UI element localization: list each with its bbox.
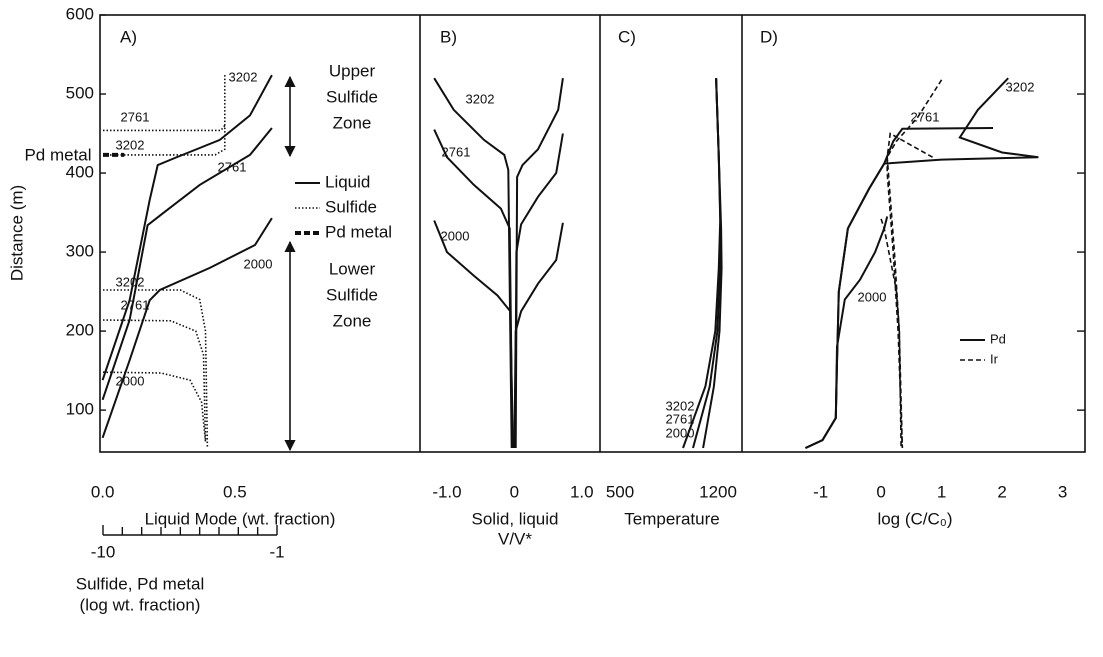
- curve-label: 2000: [116, 373, 145, 388]
- plot-frame: [99, 14, 1086, 453]
- zone-label: Lower: [329, 259, 376, 278]
- legend-label: Pd: [990, 331, 1006, 346]
- curve-label: 3202: [1006, 79, 1035, 94]
- curve: [886, 79, 943, 449]
- curve: [103, 125, 226, 132]
- x2-axis-label: (log wt. fraction): [80, 595, 201, 614]
- panel-label: C): [618, 27, 636, 46]
- curve-label: 2000: [441, 228, 470, 243]
- x-axis-label: log (C/C₀): [877, 509, 952, 528]
- zone-label: Zone: [333, 311, 372, 330]
- curve-label: 2761: [911, 109, 940, 124]
- curve-label: Pd metal: [24, 145, 91, 164]
- x-tick-label: 1: [937, 482, 946, 501]
- curve: [102, 371, 207, 442]
- curve: [886, 132, 933, 449]
- curve-label: 2761: [121, 109, 150, 124]
- x-axis-label: Solid, liquid: [472, 509, 559, 528]
- legend-label: Liquid: [325, 172, 370, 191]
- curve-label: 2000: [244, 256, 273, 271]
- panel-label: B): [440, 27, 457, 46]
- curve: [101, 217, 273, 439]
- curve-label: 3202: [466, 91, 495, 106]
- x-tick-label: 3: [1058, 482, 1067, 501]
- y-tick-label: 600: [66, 4, 94, 23]
- x-axis-label: V/V*: [498, 529, 532, 548]
- curve: [433, 129, 514, 449]
- y-tick-label: 500: [66, 84, 94, 103]
- x-tick-label: 1.0: [570, 482, 594, 501]
- legend-label: Ir: [990, 351, 999, 366]
- y-tick-label: 300: [66, 242, 94, 261]
- curve: [805, 127, 994, 449]
- curve: [513, 222, 564, 449]
- x-tick-label: 0.5: [223, 482, 247, 501]
- panel-label: D): [760, 27, 778, 46]
- curve-label: 3202: [666, 398, 695, 413]
- curve: [101, 127, 273, 401]
- curve-label: 2000: [666, 425, 695, 440]
- curve: [103, 289, 209, 449]
- curve-label: 2000: [858, 289, 887, 304]
- y-tick-label: 200: [66, 321, 94, 340]
- curve: [692, 78, 722, 449]
- x-tick-label: 0: [876, 482, 885, 501]
- x-tick-label: 500: [606, 482, 634, 501]
- zone-label: Upper: [329, 61, 376, 80]
- x2-tick-label: -1: [269, 542, 284, 561]
- curve-label: 3202: [229, 69, 258, 84]
- y-tick-label: 400: [66, 163, 94, 182]
- zone-label: Sulfide: [326, 285, 378, 304]
- x-tick-label: -1.0: [432, 482, 461, 501]
- curve: [682, 78, 722, 449]
- curve-label: 2761: [121, 297, 150, 312]
- y-tick-label: 100: [66, 400, 94, 419]
- x-tick-label: 0: [510, 482, 519, 501]
- curve: [514, 133, 564, 449]
- curve: [433, 220, 514, 449]
- x-axis-label: Temperature: [624, 509, 719, 528]
- x-tick-label: 0.0: [91, 482, 115, 501]
- curve-label: 2761: [218, 159, 247, 174]
- curve-label: 3202: [116, 137, 145, 152]
- curve: [102, 319, 207, 442]
- curve: [101, 74, 273, 381]
- zone-label: Zone: [333, 113, 372, 132]
- legend-label: Pd metal: [325, 222, 392, 241]
- panel-label: A): [120, 27, 137, 46]
- x-tick-label: 1200: [699, 482, 737, 501]
- x-tick-label: -1: [813, 482, 828, 501]
- curve: [805, 77, 1039, 449]
- curve: [514, 78, 564, 449]
- zone-label: Sulfide: [326, 87, 378, 106]
- curve: [433, 77, 513, 449]
- x2-axis-label: Sulfide, Pd metal: [76, 574, 205, 593]
- x-tick-label: 2: [997, 482, 1006, 501]
- curve: [880, 218, 902, 449]
- curve: [805, 216, 889, 449]
- legend-label: Sulfide: [325, 197, 377, 216]
- x-axis-label: Liquid Mode (wt. fraction): [145, 509, 336, 528]
- x2-tick-label: -10: [91, 542, 116, 561]
- y-axis-label: Distance (m): [7, 185, 26, 281]
- curve-label: 2761: [442, 144, 471, 159]
- curve-label: 3202: [116, 274, 145, 289]
- curve: [103, 75, 226, 156]
- curve-label: 2761: [666, 411, 695, 426]
